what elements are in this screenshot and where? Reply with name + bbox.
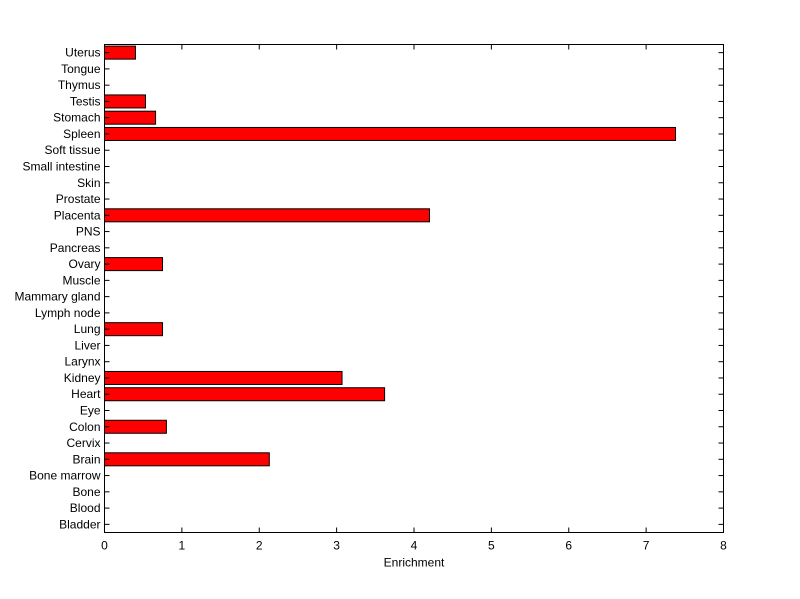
y-tick-label-muscle: Muscle bbox=[62, 273, 100, 287]
y-tick-label-lymph-node: Lymph node bbox=[35, 306, 101, 320]
y-tick-label-bone-marrow: Bone marrow bbox=[29, 469, 101, 483]
x-tick-label-5: 5 bbox=[488, 539, 495, 553]
y-tick-label-prostate: Prostate bbox=[56, 192, 101, 206]
bar-stomach bbox=[104, 110, 157, 125]
y-tick-label-larynx: Larynx bbox=[64, 355, 100, 369]
bar-heart bbox=[104, 387, 386, 402]
x-tick-label-0: 0 bbox=[101, 539, 108, 553]
x-tick-label-8: 8 bbox=[720, 539, 727, 553]
y-tick-label-stomach: Stomach bbox=[53, 111, 100, 125]
x-tick-label-3: 3 bbox=[333, 539, 340, 553]
y-tick-label-kidney: Kidney bbox=[64, 371, 101, 385]
y-tick-label-colon: Colon bbox=[69, 420, 100, 434]
x-tick-label-6: 6 bbox=[565, 539, 572, 553]
bar-ovary bbox=[104, 257, 164, 272]
bar-placenta bbox=[104, 208, 430, 223]
x-tick-label-2: 2 bbox=[256, 539, 263, 553]
axes-frame bbox=[104, 44, 724, 533]
y-tick-label-uterus: Uterus bbox=[65, 46, 100, 60]
bar-brain bbox=[104, 452, 270, 467]
y-tick-label-pns: PNS bbox=[76, 225, 101, 239]
x-tick-label-1: 1 bbox=[179, 539, 186, 553]
y-tick-label-eye: Eye bbox=[80, 404, 101, 418]
y-tick-label-pancreas: Pancreas bbox=[50, 241, 101, 255]
y-tick-label-small-intestine: Small intestine bbox=[22, 160, 100, 174]
bar-colon bbox=[104, 419, 167, 434]
y-tick-label-thymus: Thymus bbox=[58, 78, 101, 92]
y-tick-label-heart: Heart bbox=[71, 387, 101, 401]
bar-lung bbox=[104, 322, 164, 337]
y-tick-label-lung: Lung bbox=[74, 322, 101, 336]
y-tick-label-blood: Blood bbox=[70, 501, 101, 515]
bar-spleen bbox=[104, 126, 677, 141]
y-tick-label-cervix: Cervix bbox=[66, 436, 100, 450]
y-tick-label-testis: Testis bbox=[70, 94, 101, 108]
y-tick-label-skin: Skin bbox=[77, 176, 100, 190]
x-axis-label: Enrichment bbox=[384, 556, 445, 570]
bar-kidney bbox=[104, 370, 343, 385]
y-tick-label-liver: Liver bbox=[74, 338, 100, 352]
y-tick-label-soft-tissue: Soft tissue bbox=[44, 143, 100, 157]
y-tick-label-brain: Brain bbox=[72, 452, 100, 466]
ticks-group: Uterus Tongue Thymus Testis Stomach Spleen Sof… bbox=[14, 44, 727, 553]
y-tick-label-placenta: Placenta bbox=[54, 208, 101, 222]
bars-group bbox=[104, 45, 677, 467]
y-tick-label-mammary-gland: Mammary gland bbox=[14, 290, 100, 304]
y-tick-label-bone: Bone bbox=[72, 485, 100, 499]
bar-testis bbox=[104, 94, 147, 109]
y-tick-label-bladder: Bladder bbox=[59, 517, 100, 531]
x-tick-label-4: 4 bbox=[411, 539, 418, 553]
y-tick-label-ovary: Ovary bbox=[68, 257, 100, 271]
y-tick-label-spleen: Spleen bbox=[63, 127, 100, 141]
x-tick-label-7: 7 bbox=[643, 539, 650, 553]
y-tick-label-tongue: Tongue bbox=[61, 62, 101, 76]
